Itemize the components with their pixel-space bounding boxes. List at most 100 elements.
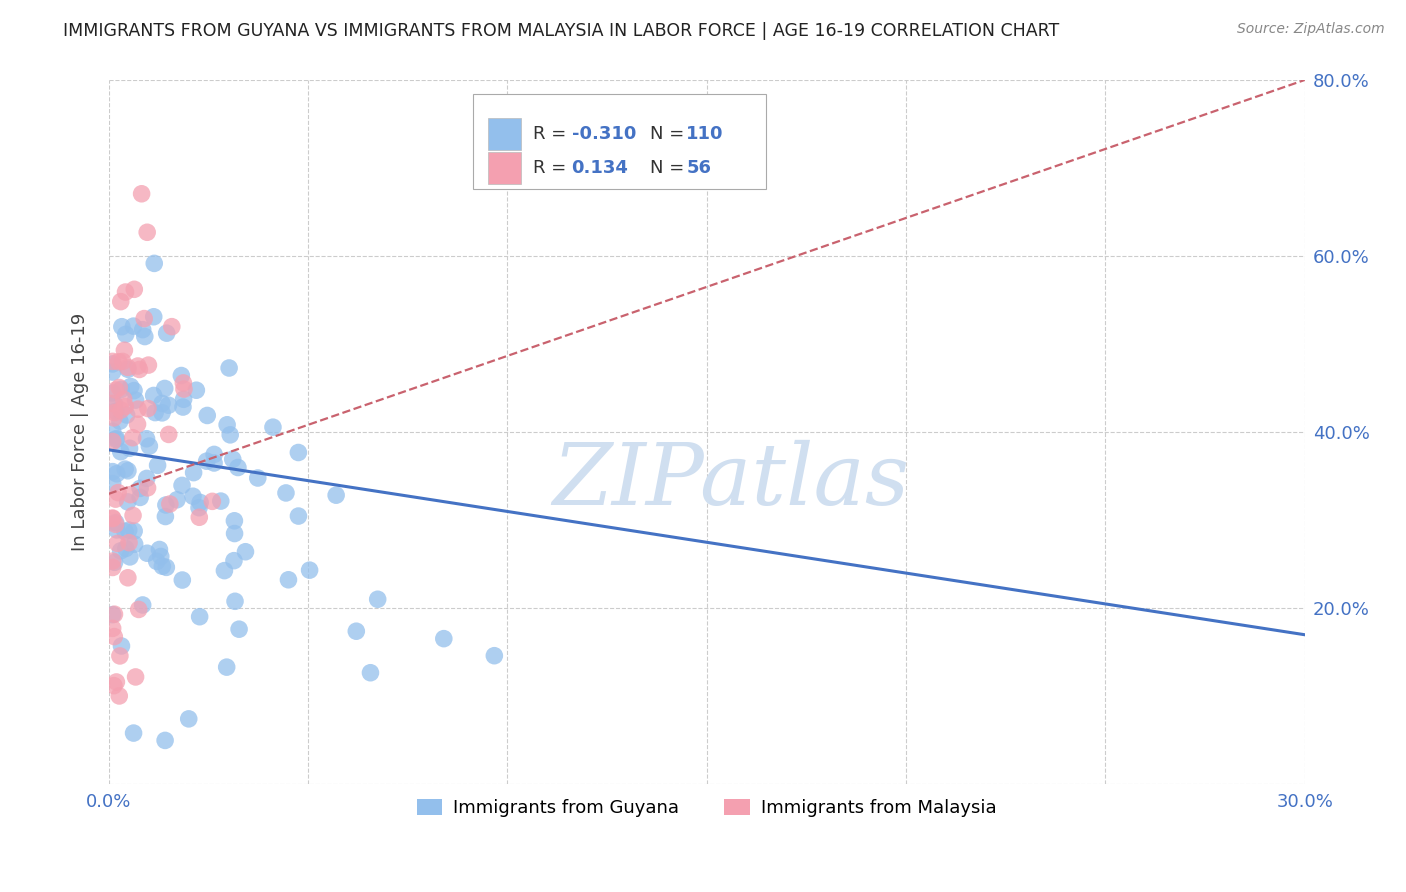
Point <box>433 632 456 646</box>
Point <box>112 392 135 407</box>
Point <box>118 549 141 564</box>
Point <box>124 282 146 296</box>
Point <box>104 555 127 569</box>
Point <box>103 397 125 411</box>
Point <box>105 675 128 690</box>
Point <box>103 630 125 644</box>
Point <box>101 607 124 622</box>
Point <box>101 357 124 371</box>
Point <box>127 402 149 417</box>
Point <box>160 319 183 334</box>
Point <box>166 492 188 507</box>
Point <box>114 462 136 476</box>
Point <box>149 549 172 564</box>
Point <box>105 433 128 447</box>
Point <box>110 544 132 558</box>
Point <box>224 514 246 528</box>
Point <box>107 536 129 550</box>
Point <box>170 478 193 492</box>
Text: Source: ZipAtlas.com: Source: ZipAtlas.com <box>1237 22 1385 37</box>
Point <box>298 563 321 577</box>
Point <box>101 354 124 368</box>
Point <box>105 432 128 446</box>
Point <box>218 361 240 376</box>
Point <box>148 542 170 557</box>
Point <box>134 329 156 343</box>
Point <box>201 494 224 508</box>
Point <box>155 560 177 574</box>
Point <box>157 427 180 442</box>
Point <box>150 396 173 410</box>
Point <box>287 445 309 459</box>
Point <box>188 500 211 515</box>
Point <box>114 400 136 414</box>
Point <box>114 285 136 299</box>
Point <box>170 368 193 383</box>
Point <box>134 311 156 326</box>
Point <box>104 404 127 418</box>
Point <box>118 535 141 549</box>
Point <box>146 458 169 473</box>
Point <box>101 560 124 574</box>
Point <box>107 355 129 369</box>
Text: ZIPatlas: ZIPatlas <box>553 440 910 523</box>
Point <box>101 511 124 525</box>
Point <box>129 482 152 496</box>
Point <box>101 425 124 439</box>
Point <box>122 319 145 334</box>
Point <box>122 508 145 523</box>
Point <box>101 621 124 635</box>
Point <box>122 384 145 398</box>
Point <box>131 186 153 201</box>
Point <box>262 420 284 434</box>
Point <box>226 460 249 475</box>
Point <box>101 554 124 568</box>
Point <box>209 494 232 508</box>
Point <box>142 388 165 402</box>
Point <box>145 554 167 568</box>
Point <box>128 362 150 376</box>
Point <box>235 545 257 559</box>
Point <box>181 489 204 503</box>
Point <box>124 670 146 684</box>
Point <box>177 712 200 726</box>
Point <box>117 495 139 509</box>
Point <box>101 511 124 525</box>
Point <box>104 492 127 507</box>
Text: -0.310: -0.310 <box>572 125 636 143</box>
Text: R =: R = <box>533 160 572 178</box>
Point <box>136 401 159 416</box>
Point <box>110 294 132 309</box>
Point <box>121 431 143 445</box>
Point <box>120 379 142 393</box>
Point <box>195 409 218 423</box>
Point <box>108 648 131 663</box>
Point <box>117 464 139 478</box>
Text: 110: 110 <box>686 125 724 143</box>
Point <box>274 486 297 500</box>
Point <box>150 559 173 574</box>
Point <box>105 467 128 481</box>
Point <box>117 362 139 376</box>
Point <box>287 509 309 524</box>
Point <box>217 417 239 432</box>
Point <box>155 509 177 524</box>
Point <box>122 524 145 538</box>
Point <box>128 602 150 616</box>
Point <box>138 439 160 453</box>
Text: 0.134: 0.134 <box>572 160 628 178</box>
Point <box>101 434 124 449</box>
Point <box>183 466 205 480</box>
Point <box>131 323 153 337</box>
Point <box>114 541 136 556</box>
Text: IMMIGRANTS FROM GUYANA VS IMMIGRANTS FROM MALAYSIA IN LABOR FORCE | AGE 16-19 CO: IMMIGRANTS FROM GUYANA VS IMMIGRANTS FRO… <box>63 22 1060 40</box>
Point <box>150 406 173 420</box>
Point <box>224 526 246 541</box>
Point <box>129 491 152 505</box>
Point <box>173 392 195 407</box>
Point <box>104 517 127 532</box>
Point <box>108 414 131 428</box>
Point <box>112 343 135 358</box>
Point <box>114 327 136 342</box>
Point <box>127 359 149 373</box>
